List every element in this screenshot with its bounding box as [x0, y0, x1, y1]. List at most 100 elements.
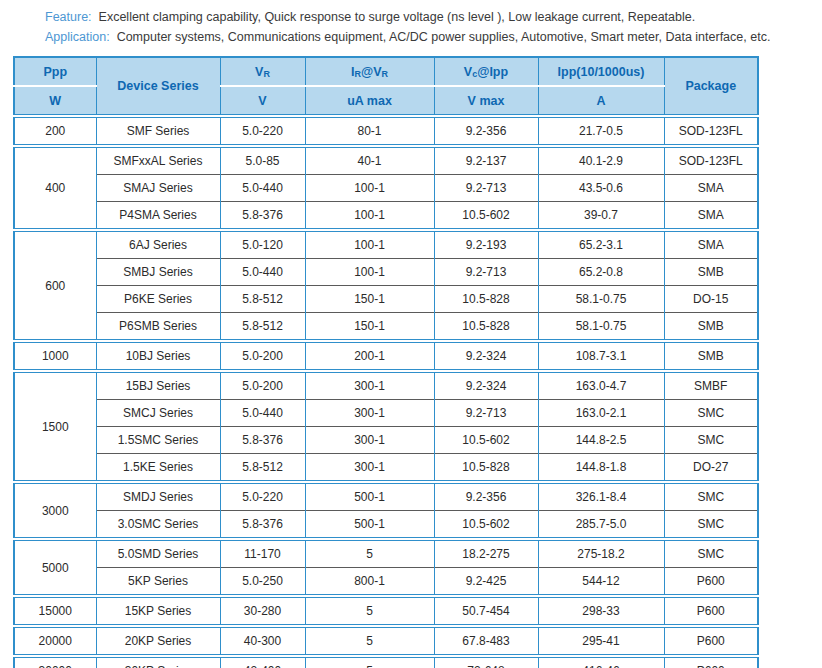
- ir-cell: 300-1: [305, 400, 434, 427]
- vc-cell: 9.2-324: [434, 341, 538, 371]
- ipp-cell: 58.1-0.75: [538, 286, 664, 313]
- package-cell: SOD-123FL: [664, 116, 758, 146]
- vr-cell: 5.8-376: [220, 511, 305, 540]
- col-header-device-series: Device Series: [96, 57, 220, 116]
- vc-cell: 10.5-828: [434, 313, 538, 342]
- series-cell: 1.5SMC Series: [96, 427, 220, 454]
- table-row: SMBJ Series 5.0-440 100-1 9.2-713 65.2-0…: [14, 259, 758, 286]
- unit-ua-max: uA max: [305, 86, 434, 116]
- power-cell: 1000: [14, 341, 96, 371]
- series-cell: SMFxxAL Series: [96, 146, 220, 175]
- vr-cell: 42-400: [220, 656, 305, 668]
- col-header-ppp: Ppp: [14, 57, 96, 86]
- table-row: P6KE Series 5.8-512 150-1 10.5-828 58.1-…: [14, 286, 758, 313]
- series-cell: SMAJ Series: [96, 175, 220, 202]
- application-text: Computer systems, Communications equipme…: [117, 30, 771, 44]
- vc-main: V: [464, 65, 472, 79]
- ir-cell: 150-1: [305, 313, 434, 342]
- application-label: Application:: [45, 30, 110, 44]
- ir-cell: 100-1: [305, 175, 434, 202]
- table-row: 3.0SMC Series 5.8-376 500-1 10.5-602 285…: [14, 511, 758, 540]
- ir-v-subscript: R: [382, 69, 389, 79]
- package-cell: SMC: [664, 482, 758, 511]
- unit-v: V: [220, 86, 305, 116]
- vr-cell: 5.0-440: [220, 175, 305, 202]
- col-header-ipp: Ipp(10/1000us): [538, 57, 664, 86]
- power-cell: 20000: [14, 626, 96, 656]
- package-cell: SMC: [664, 539, 758, 568]
- table-row: 3000 SMDJ Series 5.0-220 500-1 9.2-356 3…: [14, 482, 758, 511]
- ir-cell: 5: [305, 656, 434, 668]
- ir-cell: 5: [305, 626, 434, 656]
- vr-cell: 5.0-120: [220, 230, 305, 259]
- package-cell: SMC: [664, 511, 758, 540]
- ipp-cell: 416-46: [538, 656, 664, 668]
- vc-cell: 9.2-356: [434, 482, 538, 511]
- vc-cell: 10.5-828: [434, 454, 538, 483]
- vc-at-ipp: @Ipp: [477, 65, 508, 79]
- vr-cell: 5.8-512: [220, 286, 305, 313]
- power-cell: 200: [14, 116, 96, 146]
- vc-cell: 67.8-483: [434, 626, 538, 656]
- vr-cell: 5.8-512: [220, 454, 305, 483]
- package-cell: DO-15: [664, 286, 758, 313]
- vc-cell: 50.7-454: [434, 596, 538, 626]
- series-cell: 15KP Series: [96, 596, 220, 626]
- ir-cell: 200-1: [305, 341, 434, 371]
- ir-cell: 800-1: [305, 568, 434, 597]
- table-row: 1.5KE Series 5.8-512 300-1 10.5-828 144.…: [14, 454, 758, 483]
- vc-cell: 9.2-713: [434, 175, 538, 202]
- power-cell: 3000: [14, 482, 96, 539]
- ipp-cell: 295-41: [538, 626, 664, 656]
- vc-cell: 9.2-356: [434, 116, 538, 146]
- series-cell: SMBJ Series: [96, 259, 220, 286]
- series-cell: 1.5KE Series: [96, 454, 220, 483]
- ipp-cell: 144.8-1.8: [538, 454, 664, 483]
- ir-cell: 80-1: [305, 116, 434, 146]
- ipp-cell: 108.7-3.1: [538, 341, 664, 371]
- series-cell: SMF Series: [96, 116, 220, 146]
- table-row: P6SMB Series 5.8-512 150-1 10.5-828 58.1…: [14, 313, 758, 342]
- vc-cell: 9.2-425: [434, 568, 538, 597]
- package-cell: P600: [664, 626, 758, 656]
- vr-cell: 5.8-376: [220, 427, 305, 454]
- series-cell: P6KE Series: [96, 286, 220, 313]
- vr-cell: 5.0-85: [220, 146, 305, 175]
- vr-cell: 5.0-200: [220, 371, 305, 400]
- package-cell: SMB: [664, 259, 758, 286]
- vr-cell: 5.8-376: [220, 202, 305, 231]
- vc-cell: 9.2-713: [434, 259, 538, 286]
- package-cell: P600: [664, 596, 758, 626]
- ipp-cell: 43.5-0.6: [538, 175, 664, 202]
- series-cell: 10BJ Series: [96, 341, 220, 371]
- table-row: 5000 5.0SMD Series 11-170 5 18.2-275 275…: [14, 539, 758, 568]
- power-cell: 600: [14, 230, 96, 341]
- power-cell: 30000: [14, 656, 96, 668]
- power-cell: 5000: [14, 539, 96, 596]
- vr-cell: 5.0-220: [220, 116, 305, 146]
- ir-at-v: @V: [361, 65, 382, 79]
- feature-line: Feature:Excellent clamping capability, Q…: [45, 7, 822, 27]
- ipp-cell: 65.2-0.8: [538, 259, 664, 286]
- package-cell: P600: [664, 568, 758, 597]
- col-header-ir-at-vr: IR@VR: [305, 57, 434, 86]
- unit-v-max: V max: [434, 86, 538, 116]
- vr-cell: 5.8-512: [220, 313, 305, 342]
- package-cell: SOD-123FL: [664, 146, 758, 175]
- vr-cell: 5.0-220: [220, 482, 305, 511]
- header-row-1: Ppp Device Series VR IR@VR Vc@Ipp Ipp(10…: [14, 57, 758, 86]
- ipp-cell: 21.7-0.5: [538, 116, 664, 146]
- vr-subscript: R: [263, 69, 270, 79]
- vc-cell: 10.5-602: [434, 202, 538, 231]
- series-cell: P4SMA Series: [96, 202, 220, 231]
- package-cell: SMBF: [664, 371, 758, 400]
- vr-cell: 5.0-250: [220, 568, 305, 597]
- package-cell: SMC: [664, 427, 758, 454]
- table-row: P4SMA Series 5.8-376 100-1 10.5-602 39-0…: [14, 202, 758, 231]
- vc-cell: 72-648: [434, 656, 538, 668]
- power-cell: 15000: [14, 596, 96, 626]
- ipp-cell: 58.1-0.75: [538, 313, 664, 342]
- ipp-cell: 544-12: [538, 568, 664, 597]
- ir-cell: 150-1: [305, 286, 434, 313]
- vr-cell: 11-170: [220, 539, 305, 568]
